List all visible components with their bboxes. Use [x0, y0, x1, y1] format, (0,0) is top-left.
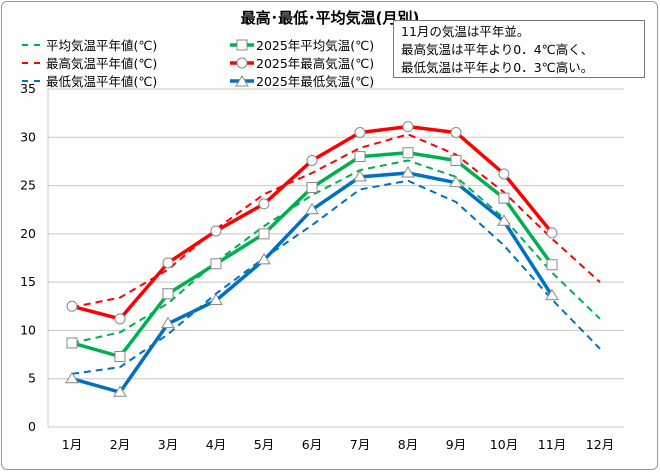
x-tick-label: 1月 [62, 437, 82, 452]
x-tick-label: 10月 [490, 437, 518, 452]
circle-marker [546, 227, 558, 239]
x-tick-label: 12月 [586, 437, 614, 452]
circle-marker [66, 300, 78, 312]
square-marker [546, 259, 558, 271]
circle-marker [258, 198, 270, 210]
circle-marker [162, 257, 174, 269]
legend-item: 2025年最高気温(℃) [228, 53, 374, 72]
square-marker [114, 351, 126, 363]
square-marker [402, 147, 414, 159]
legend-label: 2025年最低気温(℃) [256, 74, 375, 89]
annotation-line: 最低気温は平年より0．3℃高い。 [401, 60, 594, 75]
x-tick-label: 6月 [302, 437, 322, 452]
annotation-line: 最高気温は平年より0．4℃高く、 [401, 42, 594, 57]
legend-label: 最高気温平年値(℃) [46, 56, 158, 71]
triangle-marker [113, 385, 127, 397]
circle-marker [450, 126, 462, 138]
triangle-marker [305, 202, 319, 215]
legend-item: 2025年最低気温(℃) [228, 71, 374, 90]
legend-swatch [230, 74, 254, 86]
y-tick-label: 15 [20, 274, 36, 289]
triangle-marker [161, 316, 175, 329]
triangle-marker [401, 166, 415, 178]
square-marker [66, 337, 78, 349]
x-tick-label: 2月 [110, 437, 130, 452]
triangle-marker [545, 288, 559, 301]
y-tick-label: 35 [20, 81, 36, 96]
legend-swatch [22, 79, 44, 82]
y-tick-label: 5 [28, 371, 36, 386]
legend-item: 2025年平均気温(℃) [228, 35, 374, 54]
circle-marker [306, 154, 318, 166]
square-marker [236, 39, 248, 50]
chart-title: 最高･最低･平均気温(月別) [240, 9, 420, 27]
legend-item: 最低気温平年値(℃) [20, 71, 157, 90]
legend-swatch [230, 57, 254, 68]
legend-label: 2025年平均気温(℃) [256, 38, 375, 53]
legend-swatch [230, 39, 254, 50]
triangle-marker [449, 175, 463, 188]
y-tick-label: 25 [20, 178, 36, 193]
series-line [71, 159, 601, 344]
square-marker [354, 151, 366, 163]
x-tick-label: 9月 [446, 437, 466, 452]
x-tick-label: 3月 [158, 437, 178, 452]
y-tick-label: 20 [20, 226, 36, 241]
x-tick-label: 7月 [350, 437, 370, 452]
x-tick-label: 4月 [206, 437, 226, 452]
legend-label: 2025年最高気温(℃) [256, 56, 375, 71]
y-tick-label: 0 [28, 419, 36, 434]
legend-label: 平均気温平年値(℃) [46, 38, 158, 53]
square-marker [306, 182, 318, 194]
square-marker [450, 154, 462, 166]
circle-marker [402, 121, 414, 133]
y-tick-label: 10 [20, 322, 36, 337]
triangle-marker [65, 371, 79, 384]
annotation-line: 11月の気温は平年並。 [401, 24, 530, 39]
series-line [71, 179, 601, 375]
square-marker [498, 192, 510, 204]
square-marker [258, 228, 270, 240]
circle-marker [236, 57, 248, 68]
legend-label: 最低気温平年値(℃) [46, 74, 158, 89]
triangle-marker [497, 214, 511, 226]
circle-marker [210, 225, 222, 237]
annotation-box: 11月の気温は平年並。 最高気温は平年より0．4℃高く、 最低気温は平年より0．… [393, 20, 645, 78]
legend-swatch [22, 61, 44, 64]
triangle-marker [353, 169, 367, 182]
circle-marker [354, 126, 366, 138]
x-tick-label: 11月 [538, 437, 566, 452]
circle-marker [114, 313, 126, 325]
series-line [71, 133, 601, 309]
triangle-marker [209, 293, 223, 305]
x-tick-label: 8月 [398, 437, 418, 452]
legend-item: 平均気温平年値(℃) [20, 35, 157, 54]
circle-marker [498, 168, 510, 180]
legend-swatch [22, 43, 44, 46]
x-tick-label: 5月 [254, 437, 274, 452]
triangle-marker [235, 74, 249, 86]
square-marker [210, 258, 222, 270]
triangle-marker [257, 252, 271, 265]
square-marker [162, 288, 174, 300]
legend-item: 最高気温平年値(℃) [20, 53, 157, 72]
y-tick-label: 30 [20, 129, 36, 144]
